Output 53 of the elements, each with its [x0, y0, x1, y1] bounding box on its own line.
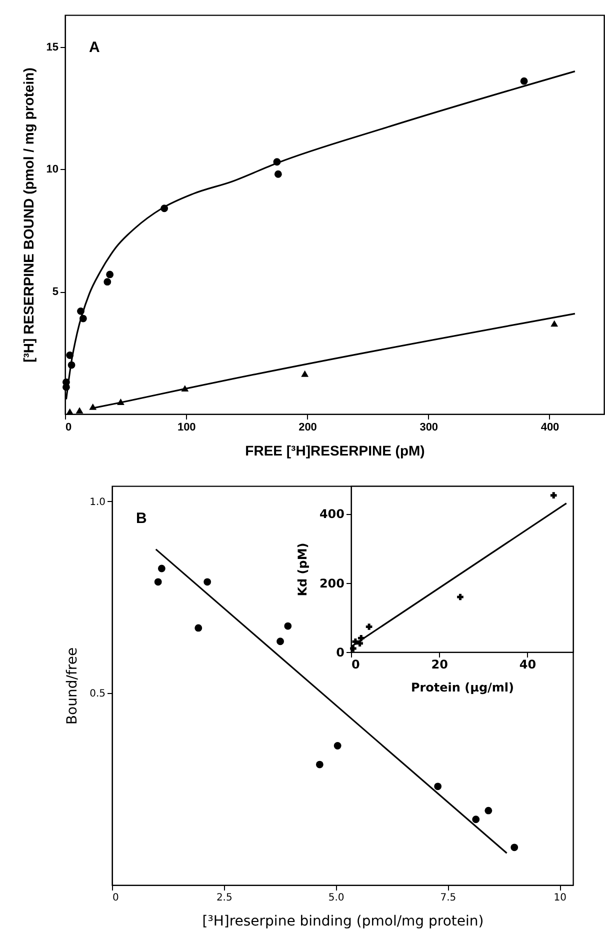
x-tick-label: 40 — [519, 658, 536, 672]
y-axis-title: Kd (pM) — [295, 542, 310, 596]
point — [66, 408, 74, 415]
x-tick-label: 0 — [66, 422, 72, 434]
x-tick-label: 200 — [298, 422, 317, 434]
point — [204, 578, 212, 586]
point — [350, 645, 356, 652]
y-tick-label: 10 — [46, 164, 58, 176]
y-tick-label: 1.0 — [90, 496, 106, 508]
y-tick-label: 400 — [319, 507, 344, 522]
point — [106, 270, 114, 278]
x-tick-label: 7.5 — [440, 892, 456, 904]
y-tick-label: 200 — [319, 576, 344, 590]
point — [284, 622, 292, 630]
annotation: B — [136, 510, 147, 527]
x-tick-label: 0 — [352, 658, 360, 672]
point — [276, 638, 284, 646]
x-tick-label: 10 — [554, 892, 566, 904]
y-axis-title: Bound/free — [64, 647, 81, 725]
point — [334, 742, 342, 750]
y-tick-label: 0 — [336, 646, 344, 660]
x-tick-label: 2.5 — [216, 892, 232, 904]
x-tick-label: 400 — [540, 422, 560, 434]
y-tick-label: 0.5 — [90, 688, 106, 700]
point — [194, 624, 202, 632]
point — [520, 77, 528, 85]
point — [484, 806, 492, 814]
y-tick-label: 15 — [46, 41, 58, 54]
point — [274, 170, 282, 178]
y-axis-title: [³H] RESERPINE BOUND (pmol / mg protein) — [20, 68, 36, 362]
y-tick-label: 5 — [52, 286, 58, 298]
point — [457, 594, 464, 600]
point — [104, 278, 112, 286]
point — [316, 760, 324, 768]
x-tick-label: 100 — [177, 422, 196, 434]
point — [472, 816, 480, 824]
annotation: A — [89, 39, 100, 56]
x-tick-label: 5.0 — [328, 892, 344, 904]
point — [301, 370, 309, 377]
x-tick-label: 20 — [431, 658, 448, 672]
point — [154, 578, 162, 586]
x-axis-title: Protein (µg/ml) — [410, 680, 514, 694]
x-axis-title: [³H]reserpine binding (pmol/mg protein) — [202, 914, 484, 930]
point — [550, 492, 557, 498]
x-tick-label: 0 — [112, 892, 119, 904]
x-tick-label: 300 — [420, 422, 438, 434]
point — [550, 320, 558, 327]
point — [76, 407, 84, 414]
point — [434, 782, 442, 790]
x-axis-title: FREE [³H]RESERPINE (pM) — [245, 442, 425, 458]
point — [158, 564, 166, 572]
point — [366, 624, 372, 630]
point — [510, 844, 518, 852]
